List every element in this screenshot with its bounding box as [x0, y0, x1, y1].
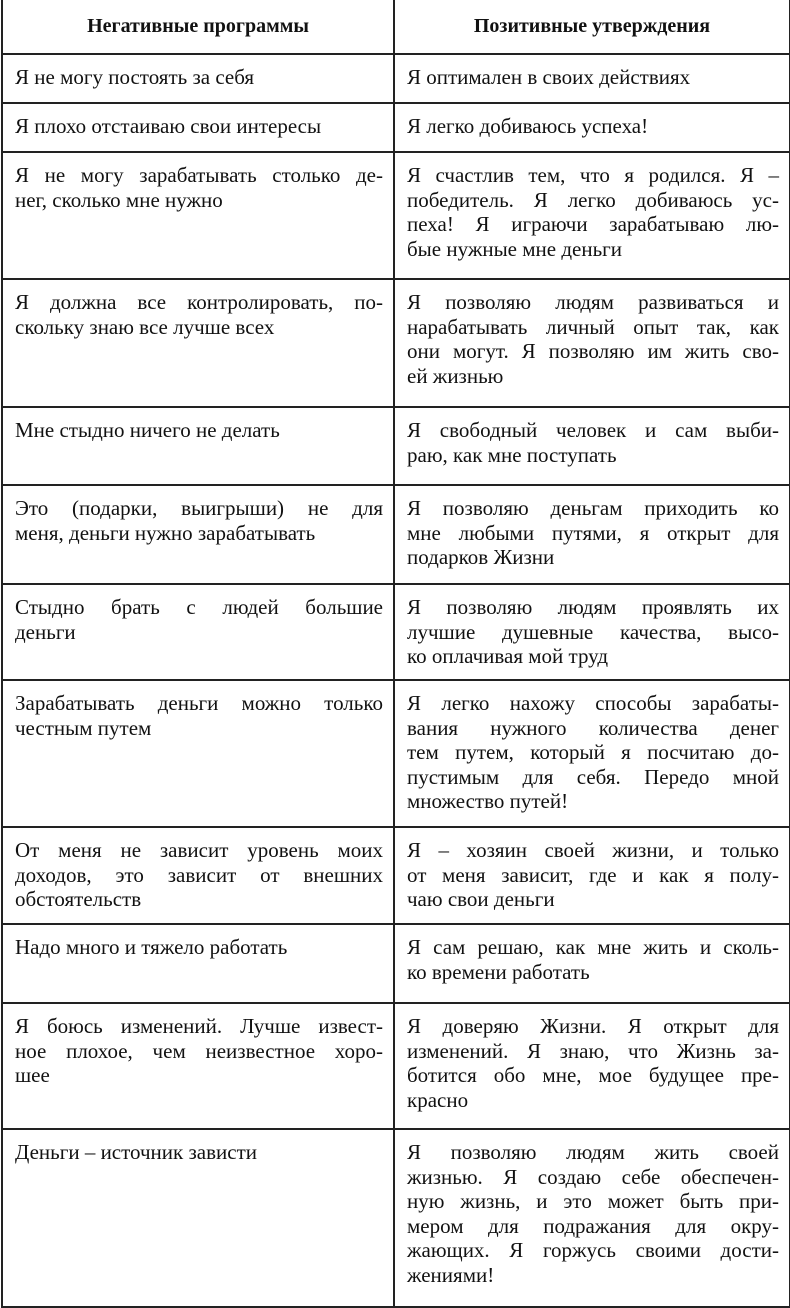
cell-line: нарабатывать личный опыт так, как [407, 314, 779, 339]
cell-line: победитель. Я легко добиваюсь ус- [407, 187, 779, 212]
header-row: Негативные программы Позитивные утвержде… [1, 0, 790, 55]
negative-cell: Стыдно брать с людей большие деньги [1, 583, 395, 681]
cell-line: бые нужные мне деньги [407, 236, 623, 261]
cell-line: обстоятельств [15, 887, 142, 912]
cell-line: деньги [15, 619, 76, 644]
negative-cell: Зарабатывать деньги можно только честным … [1, 679, 395, 828]
positive-cell: Я позволяю людям жить своей жизнью. Я соз… [393, 1128, 790, 1308]
cell-line: От меня не зависит уровень моих [15, 838, 383, 862]
cell-line: лучшие душевные качества, высо- [407, 619, 779, 644]
negative-cell: Это (подарки, выигрыши) не для меня, день… [1, 484, 395, 585]
positive-cell: Я сам решаю, как мне жить и сколь-ко вре… [393, 923, 790, 1004]
cell-line: красно [407, 1087, 469, 1112]
cell-line: Надо много и тяжело работать [15, 935, 288, 959]
positive-cell: Я доверяю Жизни. Я открыт для изменений. … [393, 1002, 790, 1130]
cell-line: вания нужного количества денег [407, 715, 779, 740]
cell-line: честным путем [15, 715, 152, 740]
table-row: Это (подарки, выигрыши) не для меня, день… [1, 484, 790, 585]
cell-line: Я плохо отстаиваю свои интересы [15, 114, 322, 138]
table-row: Мне стыдно ничего не делать Я свободный ч… [1, 406, 790, 486]
cell-line: Зарабатывать деньги можно только [15, 691, 383, 715]
cell-line: Я боюсь изменений. Лучше извест- [15, 1014, 383, 1038]
negative-cell: Надо много и тяжело работать [1, 923, 395, 1004]
cell-line: ко оплачивая мой труд [407, 644, 609, 669]
positive-cell: Я позволяю людям проявлять их лучшие душе… [393, 583, 790, 681]
cell-line: Это (подарки, выигрыши) не для [15, 496, 383, 520]
cell-line: Я позволяю деньгам приходить ко [407, 496, 779, 520]
negative-cell: Я не могу зарабатывать столько де-нег, с… [1, 151, 395, 280]
cell-line: Стыдно брать с людей большие [15, 595, 383, 619]
cell-line: множество путей! [407, 789, 569, 814]
cell-line: Я не могу зарабатывать столько де- [15, 163, 383, 187]
cell-line: чаю свои деньги [407, 887, 555, 912]
cell-line: ное плохое, чем неизвестное хоро- [15, 1038, 383, 1063]
table-row: Стыдно брать с людей большие деньги Я позв… [1, 583, 790, 681]
positive-cell: Я счастлив тем, что я родился. Я – победи… [393, 151, 790, 280]
positive-cell: Я позволяю деньгам приходить ко мне любым… [393, 484, 790, 585]
cell-line: Мне стыдно ничего не делать [15, 418, 280, 442]
cell-line: тем путем, который я посчитаю до- [407, 740, 779, 765]
cell-line: пустимым для себя. Передо мной [407, 764, 779, 789]
table-row: Я боюсь изменений. Лучше извест-ное плох… [1, 1002, 790, 1130]
positive-cell: Я позволяю людям развиваться и нарабатыва… [393, 278, 790, 408]
cell-line: шее [15, 1063, 50, 1088]
cell-line: скольку знаю все лучше всех [15, 314, 275, 339]
cell-line: Я не могу постоять за себя [15, 65, 255, 89]
cell-line: ко времени работать [407, 959, 590, 984]
cell-line: жениями! [407, 1262, 495, 1287]
cell-line: Я позволяю людям жить своей [407, 1140, 779, 1164]
cell-line: от меня зависит, где и как я полу- [407, 862, 779, 887]
table-row: Я не могу зарабатывать столько де-нег, с… [1, 151, 790, 280]
positive-cell: Я оптимален в своих действиях [393, 53, 790, 104]
cell-line: Я оптимален в своих действиях [407, 65, 691, 89]
negative-cell: Я боюсь изменений. Лучше извест-ное плох… [1, 1002, 395, 1130]
cell-line: Я легко нахожу способы зарабаты- [407, 691, 779, 715]
negative-cell: От меня не зависит уровень моих доходов, … [1, 826, 395, 925]
cell-line: меня, деньги нужно зарабатывать [15, 520, 316, 545]
cell-line: Я позволяю людям развиваться и [407, 290, 779, 314]
cell-line: жающих. Я горжусь своими дости- [407, 1238, 779, 1263]
cell-line: Я свободный человек и сам выби- [407, 418, 779, 442]
positive-cell: Я – хозяин своей жизни, и только от меня … [393, 826, 790, 925]
cell-line: изменений. Я знаю, что Жизнь за- [407, 1038, 779, 1063]
positive-cell: Я легко нахожу способы зарабаты-вания ну… [393, 679, 790, 828]
cell-line: Я доверяю Жизни. Я открыт для [407, 1014, 779, 1038]
negative-cell: Я плохо отстаиваю свои интересы [1, 102, 395, 153]
cell-line: они могут. Я позволяю им жить сво- [407, 339, 779, 364]
negative-cell: Я должна все контролировать, по-скольку … [1, 278, 395, 408]
header-negative: Негативные программы [1, 0, 395, 55]
cell-line: нег, сколько мне нужно [15, 187, 223, 212]
cell-line: пеха! Я играючи зарабатываю лю- [407, 212, 779, 237]
table-row: Деньги – источник зависти Я позволяю людя… [1, 1128, 790, 1308]
cell-line: ей жизнью [407, 363, 504, 388]
cell-line: ботится обо мне, мое будущее пре- [407, 1063, 779, 1088]
cell-line: Я счастлив тем, что я родился. Я – [407, 163, 779, 187]
negative-cell: Деньги – источник зависти [1, 1128, 395, 1308]
cell-line: Я должна все контролировать, по- [15, 290, 383, 314]
cell-line: мне любыми путями, я открыт для [407, 520, 779, 545]
table-row: Я плохо отстаиваю свои интересы Я легко д… [1, 102, 790, 153]
table-row: Зарабатывать деньги можно только честным … [1, 679, 790, 828]
table-row: Я не могу постоять за себя Я оптимален в … [1, 53, 790, 104]
cell-line: мером для подражания для окру- [407, 1213, 779, 1238]
table-row: Я должна все контролировать, по-скольку … [1, 278, 790, 408]
cell-line: Деньги – источник зависти [15, 1140, 257, 1164]
cell-line: жизнью. Я создаю себе обеспечен- [407, 1164, 779, 1189]
cell-line: Я позволяю людям проявлять их [407, 595, 779, 619]
table-row: От меня не зависит уровень моих доходов, … [1, 826, 790, 925]
cell-line: ную жизнь, и это может быть при- [407, 1189, 779, 1214]
negative-cell: Я не могу постоять за себя [1, 53, 395, 104]
cell-line: доходов, это зависит от внешних [15, 862, 383, 887]
header-positive: Позитивные утверждения [393, 0, 790, 55]
positive-cell: Я легко добиваюсь успеха! [393, 102, 790, 153]
negative-cell: Мне стыдно ничего не делать [1, 406, 395, 486]
cell-line: Я сам решаю, как мне жить и сколь- [407, 935, 779, 959]
cell-line: раю, как мне поступать [407, 442, 617, 467]
cell-line: подарков Жизни [407, 545, 555, 570]
cell-line: Я легко добиваюсь успеха! [407, 114, 649, 138]
cell-line: Я – хозяин своей жизни, и только [407, 838, 779, 862]
positive-cell: Я свободный человек и сам выби-раю, как … [393, 406, 790, 486]
table-row: Надо много и тяжело работать Я сам решаю,… [1, 923, 790, 1004]
